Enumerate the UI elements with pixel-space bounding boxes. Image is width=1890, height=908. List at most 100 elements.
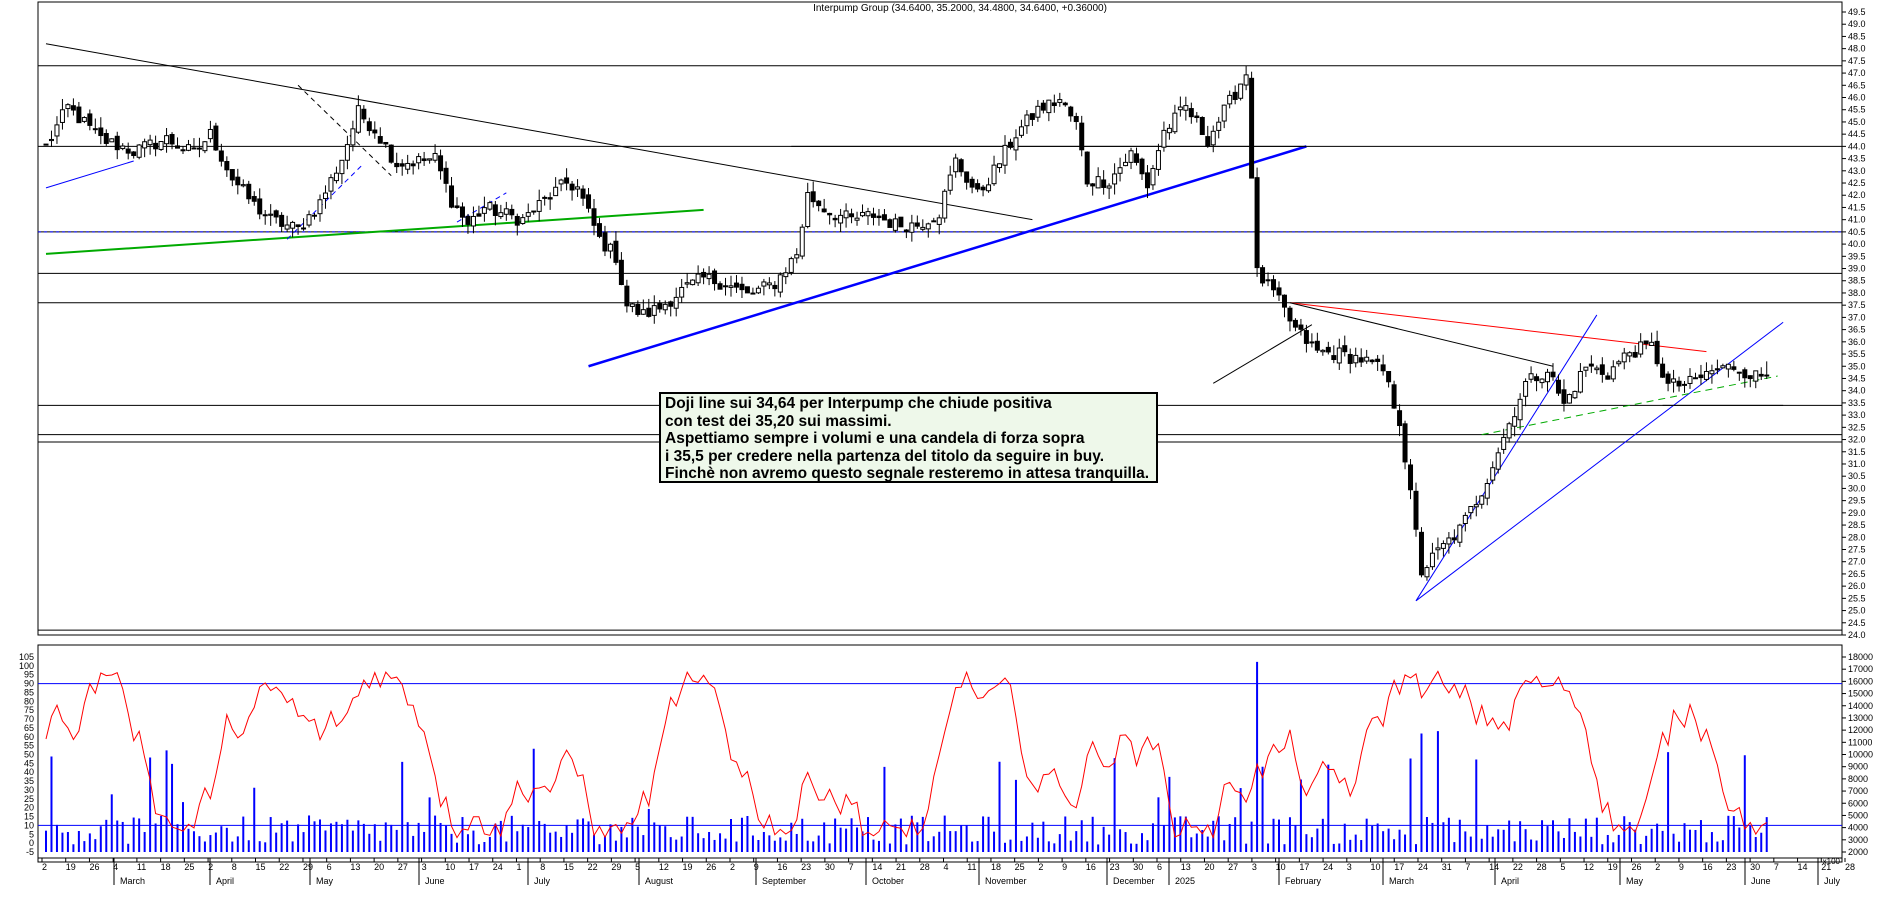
price-tick-label: 34.0: [1848, 386, 1866, 396]
candle-body: [881, 214, 887, 221]
candle-body: [1298, 324, 1304, 330]
price-tick-label: 36.5: [1848, 325, 1866, 335]
candle-body: [147, 139, 153, 146]
candle-body: [723, 285, 729, 288]
candle-body: [1545, 371, 1551, 383]
candle-body: [503, 208, 509, 215]
candle-body: [196, 147, 202, 150]
candle-body: [898, 216, 904, 228]
candle-body: [427, 158, 433, 161]
candle-body: [103, 133, 109, 144]
candle-body: [1424, 567, 1430, 578]
candle-body: [991, 164, 997, 185]
candle-body: [1112, 173, 1118, 185]
volume-tick-label: 10000: [1848, 750, 1873, 760]
month-label: April: [1501, 876, 1519, 886]
candle-body: [843, 210, 849, 219]
date-tick-label: 27: [1228, 862, 1238, 872]
date-tick-label: 7: [1774, 862, 1779, 872]
candle-body: [1649, 341, 1655, 346]
candle-body: [1172, 112, 1178, 133]
candle-body: [728, 285, 734, 288]
blue-uptrend-line: [1415, 321, 1784, 602]
candle-body: [739, 283, 745, 291]
price-tick-label: 26.5: [1848, 569, 1866, 579]
candle-body: [1632, 351, 1638, 358]
candle-body: [827, 212, 833, 216]
candle-body: [1073, 116, 1079, 123]
price-tick-label: 47.0: [1848, 68, 1866, 78]
candle-body: [235, 176, 241, 186]
candle-body: [1018, 126, 1024, 136]
candle-body: [1682, 383, 1688, 386]
candle-body: [284, 224, 290, 230]
candle-body: [1555, 379, 1561, 394]
month-label: February: [1285, 876, 1322, 886]
candle-body: [1128, 150, 1134, 163]
month-label: July: [1824, 876, 1841, 886]
date-tick-label: 5: [1560, 862, 1565, 872]
date-tick-label: 6: [327, 862, 332, 872]
date-tick-label: 8: [540, 862, 545, 872]
candle-body: [1643, 340, 1649, 345]
note-line: Finchè non avremo questo segnale restere…: [665, 465, 1150, 482]
candle-body: [1210, 130, 1216, 146]
price-tick-label: 49.0: [1848, 19, 1866, 29]
oscillator-tick-label: 30: [24, 785, 34, 795]
oscillator-tick-label: 20: [24, 803, 34, 813]
date-tick-label: 9: [1062, 862, 1067, 872]
candle-body: [635, 303, 641, 315]
candle-body: [1440, 543, 1446, 549]
candle-body: [180, 149, 186, 152]
candle-body: [1758, 373, 1764, 377]
volume-tick-label: 4000: [1848, 823, 1868, 833]
candle-body: [87, 113, 93, 126]
candle-body: [613, 240, 619, 263]
candle-body: [1139, 158, 1145, 175]
candle-body: [1457, 524, 1463, 543]
candle-body: [295, 224, 301, 228]
candle-body: [1161, 129, 1167, 148]
candle-body: [569, 183, 575, 191]
price-tick-label: 44.5: [1848, 129, 1866, 139]
candle-body: [1013, 137, 1019, 151]
candle-body: [1227, 94, 1233, 105]
date-tick-label: 30: [825, 862, 835, 872]
oscillator-tick-label: 15: [24, 812, 34, 822]
candle-body: [1254, 177, 1260, 269]
candle-body: [701, 271, 707, 278]
month-label: September: [762, 876, 806, 886]
candle-body: [1309, 341, 1315, 344]
candle-body: [1468, 506, 1474, 514]
candle-body: [1665, 373, 1671, 384]
candle-body: [1035, 105, 1041, 118]
candle-body: [1040, 102, 1046, 111]
oscillator-series: [38, 670, 1842, 840]
date-tick-label: 8: [232, 862, 237, 872]
candle-body: [1358, 357, 1364, 363]
date-tick-label: 2: [1038, 862, 1043, 872]
candle-body: [65, 104, 71, 110]
chart-frame: [37, 1, 1843, 863]
price-tick-label: 35.0: [1848, 361, 1866, 371]
oscillator-tick-label: 55: [24, 741, 34, 751]
candle-body: [361, 108, 367, 120]
candle-body: [761, 281, 767, 287]
date-tick-label: 26: [706, 862, 716, 872]
candle-body: [449, 185, 455, 208]
date-tick-label: 23: [1726, 862, 1736, 872]
candle-body: [1413, 490, 1419, 530]
date-tick-label: 4: [944, 862, 949, 872]
oscillator-tick-label: 10: [24, 820, 34, 830]
date-tick-label: 17: [1299, 862, 1309, 872]
date-tick-label: 25: [184, 862, 194, 872]
date-tick-label: 11: [137, 862, 146, 872]
candle-body: [558, 179, 564, 185]
price-tick-label: 29.5: [1848, 496, 1866, 506]
candle-body: [646, 307, 652, 317]
candle-body: [607, 243, 613, 252]
price-tick-label: 27.0: [1848, 557, 1866, 567]
candle-body: [1479, 495, 1485, 505]
price-tick-label: 34.5: [1848, 373, 1866, 383]
candle-body: [816, 200, 822, 207]
